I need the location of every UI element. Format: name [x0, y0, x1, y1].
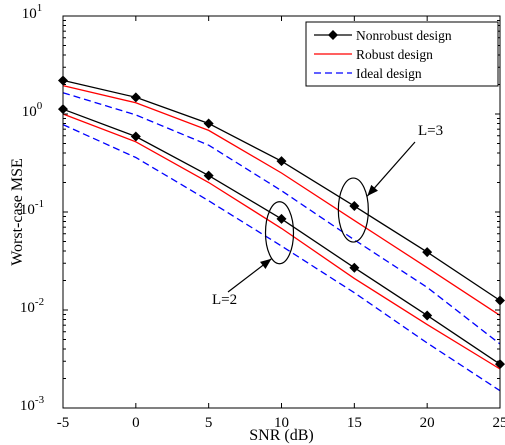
y-tick-label: 100 [22, 100, 43, 120]
data-point [349, 201, 360, 212]
legend-label: Robust design [356, 47, 433, 62]
series-line [62, 84, 501, 316]
annotation-arrow-head [260, 258, 272, 269]
x-tick-label: 15 [347, 415, 362, 431]
data-point [276, 156, 287, 167]
x-tick-label: 5 [205, 415, 213, 431]
annotation-ellipse [337, 177, 369, 243]
data-point [422, 310, 433, 321]
annotation-ellipse [264, 201, 295, 265]
x-tick-label: 0 [132, 415, 140, 431]
y-tick-label: 10-2 [20, 296, 44, 316]
series-l2-ideal-design [62, 124, 501, 392]
x-tick-label: 25 [493, 415, 505, 431]
legend-label: Ideal design [356, 66, 422, 81]
y-axis-title: Worst-case MSE [9, 158, 26, 266]
series-line [62, 124, 501, 392]
legend: Nonrobust design Robust design Ideal desig… [305, 21, 499, 87]
annotation-arrow-head [367, 184, 378, 197]
legend-item: Robust design [314, 47, 433, 62]
data-point [203, 118, 214, 129]
x-axis-title: SNR (dB) [249, 427, 313, 444]
x-tick-label: 20 [420, 415, 435, 431]
series-layer [58, 75, 505, 392]
data-point [276, 213, 287, 224]
data-point [203, 170, 214, 181]
legend-item: Ideal design [314, 66, 422, 81]
y-tick-label: 101 [22, 2, 43, 22]
data-point [422, 247, 433, 258]
x-tick-label: 10 [274, 415, 289, 431]
annotation-arrow-line [366, 141, 416, 197]
tick-layer: -5 0 5 10 15 20 25 10-3 10-2 10-1 100 101 [20, 2, 505, 431]
data-point [130, 131, 141, 142]
data-point [130, 92, 141, 103]
series-l2-robust-design [62, 113, 501, 370]
legend-marker [328, 30, 338, 40]
data-point [349, 262, 360, 273]
annotation-label: L=2 [212, 292, 237, 308]
y-tick-label: 10-1 [20, 198, 44, 218]
x-tick-label: -5 [57, 415, 70, 431]
series-l2-nonrobust-design [58, 104, 505, 370]
legend-label: Nonrobust design [356, 28, 452, 43]
series-l3-robust-design [62, 84, 501, 316]
y-tick-label: 10-3 [20, 394, 45, 414]
series-line [62, 113, 501, 370]
annotation-l3: L=3 [337, 123, 443, 243]
legend-item: Nonrobust design [314, 28, 452, 43]
annotation-layer: L=3 L=2 [212, 123, 443, 308]
annotation-label: L=3 [418, 123, 443, 139]
annotation-l2: L=2 [212, 201, 295, 308]
